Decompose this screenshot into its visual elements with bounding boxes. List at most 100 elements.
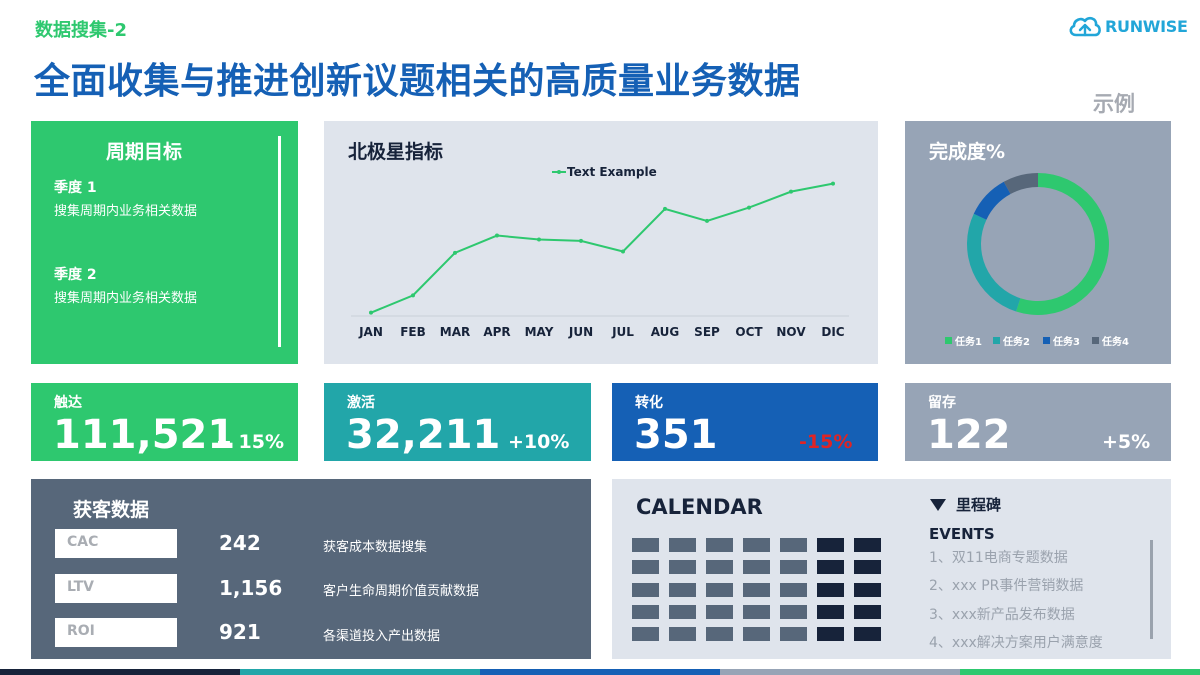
legend-swatch [945, 337, 952, 344]
x-tick-label: MAR [440, 325, 470, 339]
goal-description: 搜集周期内业务相关数据 [54, 291, 198, 306]
calendar-day-cell [632, 627, 659, 641]
legend-item: 任务1 [945, 335, 982, 348]
event-item: 1、双11电商专题数据 [929, 550, 1068, 566]
scrollbar[interactable] [1150, 540, 1153, 639]
calendar-day-cell [706, 583, 733, 597]
data-point [747, 205, 751, 210]
divider [278, 136, 281, 347]
goal-description: 搜集周期内业务相关数据 [54, 204, 198, 219]
data-point [411, 293, 415, 298]
calendar-day-cell [817, 583, 844, 597]
metric-value: 242 [219, 531, 261, 555]
event-item: 3、xxx新产品发布数据 [929, 607, 1075, 623]
donut-slice [967, 213, 1021, 312]
goal-label: 季度 1 [54, 180, 97, 196]
kpi-label: 触达 [54, 395, 82, 411]
footer-strip-segment [960, 669, 1200, 675]
legend-label: Text Example [567, 165, 657, 179]
x-tick-label: NOV [776, 325, 806, 339]
milestone-title: 里程碑 [956, 496, 1002, 514]
calendar-day-cell [706, 627, 733, 641]
calendar-day-cell [854, 560, 881, 574]
data-point [495, 233, 499, 238]
kpi-change: +5% [1102, 431, 1151, 453]
calendar-day-cell [743, 583, 770, 597]
calendar-day-cell [669, 538, 696, 552]
runwise-logo: RUNWISE [1068, 14, 1188, 38]
metric-description: 各渠道投入产出数据 [323, 629, 441, 644]
metric-box: CAC [55, 529, 177, 558]
legend-item: 任务2 [993, 335, 1030, 348]
calendar-day-cell [780, 605, 807, 619]
calendar-day-cell [743, 605, 770, 619]
calendar-day-cell [780, 538, 807, 552]
calendar-day-cell [706, 605, 733, 619]
legend-item: 任务3 [1043, 335, 1080, 348]
legend: Text Example [552, 165, 657, 179]
x-tick-label: FEB [400, 325, 426, 339]
legend-item: 任务4 [1092, 335, 1129, 348]
calendar-day-cell [817, 538, 844, 552]
calendar-day-cell [854, 605, 881, 619]
data-point [579, 238, 583, 243]
acquisition-title: 获客数据 [73, 499, 150, 521]
data-point [453, 250, 457, 255]
footer-strip-segment [480, 669, 720, 675]
data-point [789, 189, 793, 194]
kpi-card-reach: 触达 111,521 + 15% [31, 383, 298, 461]
series-line [370, 182, 834, 314]
calendar-day-cell [743, 627, 770, 641]
calendar-day-cell [632, 605, 659, 619]
event-item: 4、xxx解决方案用户满意度 [929, 635, 1103, 651]
page-subtitle: 数据搜集-2 [35, 20, 127, 41]
calendar-day-cell [817, 627, 844, 641]
cycle-goals-title: 周期目标 [106, 141, 183, 163]
calendar-day-cell [706, 538, 733, 552]
event-item: 2、xxx PR事件营销数据 [929, 578, 1084, 594]
completion-title: 完成度% [929, 141, 1006, 163]
calendar-day-cell [854, 583, 881, 597]
x-tick-label: APR [483, 325, 510, 339]
donut-slice [973, 181, 1011, 220]
calendar-day-cell [780, 560, 807, 574]
calendar-day-cell [669, 627, 696, 641]
x-tick-label: JUN [568, 325, 593, 339]
cloud-logo-icon [1069, 16, 1101, 37]
calendar-day-cell [743, 560, 770, 574]
logo-text: RUNWISE [1105, 16, 1188, 36]
kpi-card-conversion: 转化 351 -15% [612, 383, 878, 461]
kpi-label: 留存 [928, 395, 956, 411]
metric-box: LTV [55, 574, 177, 603]
metric-box: ROI [55, 618, 177, 647]
milestone-header: 里程碑 [930, 494, 1001, 515]
legend-marker [557, 170, 561, 174]
calendar-day-cell [780, 583, 807, 597]
x-tick-label: OCT [735, 325, 763, 339]
north-star-panel: 北极星指标 Text Example JAN FEB MAR APR MAY JUN JUL A… [324, 121, 878, 364]
legend-label: 任务4 [1101, 335, 1129, 348]
data-point [663, 206, 667, 211]
x-tick-label: DIC [821, 325, 844, 339]
data-point [537, 237, 541, 242]
completion-panel: 完成度% 任务1 任务2 任务3 任务4 [905, 121, 1171, 364]
calendar-day-cell [669, 560, 696, 574]
calendar-day-cell [854, 627, 881, 641]
legend-label: 任务1 [954, 335, 982, 348]
footer-strip-segment [720, 669, 960, 675]
kpi-change: -15% [799, 431, 853, 453]
metric-value: 1,156 [219, 576, 283, 600]
footer-strip-segment [240, 669, 480, 675]
kpi-label: 转化 [635, 395, 663, 411]
calendar-day-cell [669, 583, 696, 597]
legend-label: 任务2 [1002, 335, 1030, 348]
cycle-goals-panel: 周期目标 季度 1 搜集周期内业务相关数据 季度 2 搜集周期内业务相关数据 [31, 121, 298, 364]
kpi-card-activation: 激活 32,211 +10% [324, 383, 591, 461]
x-tick-label: SEP [694, 325, 720, 339]
calendar-day-cell [632, 560, 659, 574]
kpi-label: 激活 [347, 395, 375, 411]
data-point [621, 249, 625, 254]
x-tick-label: AUG [651, 325, 680, 339]
data-point [369, 310, 373, 315]
calendar-panel: CALENDAR 里程碑 EVENTS 1、双11电商专题数据 2、xxx PR… [612, 479, 1171, 659]
